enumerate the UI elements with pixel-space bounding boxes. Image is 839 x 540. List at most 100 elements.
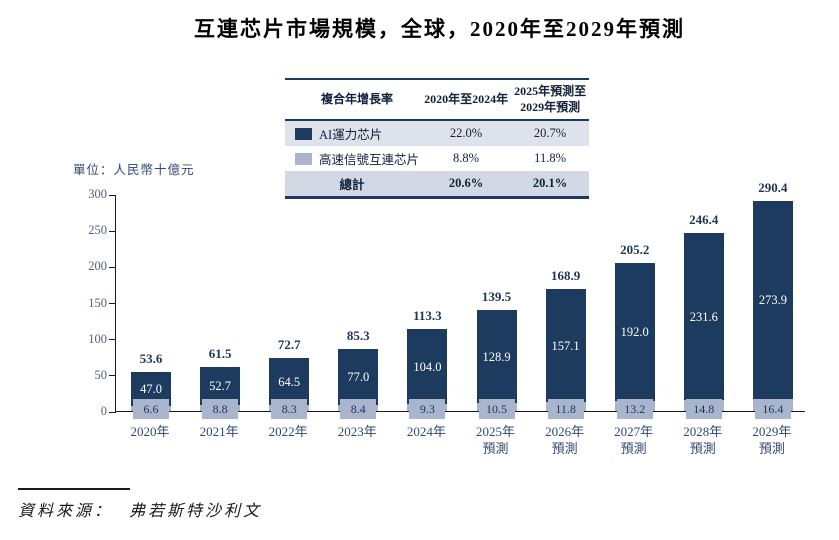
bar-ai-value-label: 104.0 [413, 359, 442, 374]
x-axis-category-label: 2020年 [116, 423, 184, 440]
x-axis-category-forecast: 預測 [689, 441, 716, 456]
bar-segment-ai-chip [683, 232, 724, 401]
x-axis-category-year: 2020年 [130, 424, 170, 439]
y-axis-tick-label: 50 [94, 367, 108, 382]
source-prefix: 資料來源： [18, 503, 114, 520]
cagr-header-2025-2029-line2: 2029年預測 [520, 99, 581, 114]
cagr-table: 複合年增長率 2020年至2024年 2025年預測至 2029年預測 AI運力… [285, 78, 589, 200]
bar-signal-value-label: 8.4 [340, 399, 377, 419]
bar-ai-value-label: 47.0 [140, 382, 162, 397]
y-axis-tick-label: 250 [88, 223, 107, 238]
chart-title: 互連芯片市場規模，全球，2020年至2029年預測 [194, 17, 685, 41]
legend-swatch-icon [295, 128, 312, 141]
legend-swatch-icon [295, 153, 312, 166]
x-axis-category-forecast: 預測 [620, 441, 647, 456]
bar-total-label: 85.3 [346, 328, 370, 344]
bar-segment-ai-chip [614, 262, 655, 402]
bar-signal-value-label: 8.3 [271, 399, 308, 419]
cagr-header-2025-2029-line1: 2025年預測至 [514, 84, 587, 98]
cagr-value-2020-2024: 8.8% [453, 151, 480, 166]
cagr-table-body: AI運力芯片 22.0% 20.7% 高速信號互連芯片 8.8% 11.8% [285, 120, 589, 172]
y-axis-tick-mark [109, 194, 116, 196]
bar-segment-ai-chip [752, 201, 793, 400]
x-axis-category-label: 2022年 [254, 423, 322, 440]
x-axis-category-forecast: 預測 [758, 441, 785, 456]
bar-ai-value-label: 77.0 [347, 370, 370, 385]
bar-total-label: 205.2 [620, 241, 650, 257]
y-axis-tick-mark [109, 230, 116, 232]
bar-total-label: 61.5 [208, 345, 232, 361]
cagr-total-label: 總計 [339, 178, 365, 193]
bar-total-label: 53.6 [139, 351, 163, 367]
cagr-value-2020-2024: 22.0% [449, 126, 483, 141]
bar-total-label: 168.9 [550, 267, 581, 283]
bar-total-label: 290.4 [758, 180, 788, 196]
source-name: 弗若斯特沙利文 [129, 503, 263, 520]
cagr-value-2025-2029: 20.7% [533, 126, 567, 141]
bar-signal-value-label: 14.8 [685, 399, 722, 419]
cagr-table-header: 複合年增長率 2020年至2024年 2025年預測至 2029年預測 [285, 79, 589, 122]
bar-total-label: 246.4 [689, 211, 719, 227]
cagr-header-2025-2029: 2025年預測至 2029年預測 [511, 79, 589, 122]
x-axis-category-year: 2026年 [545, 424, 585, 439]
bar-signal-value-label: 6.6 [133, 399, 169, 419]
cagr-table-row: 高速信號互連芯片 8.8% 11.8% [285, 146, 589, 172]
bar-ai-value-label: 192.0 [620, 325, 649, 340]
bar-ai-value-label: 273.9 [758, 293, 787, 308]
y-axis-tick-mark [109, 303, 116, 304]
cagr-table-row: AI運力芯片 22.0% 20.7% [285, 120, 589, 147]
cagr-total-2025-2029: 20.1% [532, 176, 568, 191]
bar-segment-ai-chip [200, 366, 241, 405]
x-axis-category-year: 2024年 [406, 424, 446, 439]
x-axis-category-year: 2023年 [337, 424, 377, 439]
x-axis-category-year: 2022年 [268, 424, 308, 439]
bar-segment-ai-chip [545, 288, 586, 403]
source-line: 資料來源： 弗若斯特沙利文 [18, 497, 262, 521]
x-axis-category-year: 2027年 [614, 424, 654, 439]
y-axis-tick-mark [109, 411, 116, 413]
y-axis-unit-label: 單位：人民幣十億元 [73, 163, 195, 177]
x-axis-category-label: 2029年 預測 [738, 423, 806, 457]
x-axis-category-year: 2028年 [683, 424, 723, 439]
bar-segment-ai-chip [476, 310, 517, 404]
x-axis-category-forecast: 預測 [551, 441, 578, 456]
x-axis-category-label: 2025年 預測 [462, 423, 530, 457]
cagr-row-label-cell: AI運力芯片 [285, 120, 421, 146]
x-axis-category-label: 2027年預測 [600, 423, 668, 457]
bar-signal-value-label: 11.8 [547, 399, 584, 419]
cagr-header-metric: 複合年增長率 [285, 79, 421, 122]
x-axis-category-label: 2028年預測 [669, 423, 737, 457]
x-axis-category-year: 2025年 [475, 424, 515, 439]
y-axis-tick-mark [109, 266, 116, 268]
bar-signal-value-label: 13.2 [616, 399, 653, 419]
cagr-value-2025-2029: 11.8% [534, 151, 566, 166]
bar-signal-value-label: 8.8 [202, 399, 239, 419]
bar-ai-value-label: 231.6 [689, 309, 718, 324]
bar-total-label: 113.3 [413, 308, 442, 324]
y-axis-tick-label: 200 [88, 259, 107, 274]
bar-segment-ai-chip [269, 358, 310, 405]
x-axis-category-label: 2024年 [392, 423, 460, 440]
y-axis-tick-label: 0 [100, 404, 107, 418]
x-axis-category-year: 2021年 [199, 424, 239, 439]
bar-total-label: 139.5 [481, 289, 512, 305]
y-axis-tick-label: 300 [88, 187, 107, 201]
source-divider [18, 488, 130, 490]
y-axis-tick-label: 100 [88, 331, 107, 346]
bar-segment-ai-chip [407, 329, 448, 405]
x-axis-category-label: 2023年 [323, 423, 391, 440]
bar-segment-ai-chip [338, 349, 379, 405]
bar-ai-value-label: 157.1 [551, 338, 580, 353]
bar-signal-value-label: 9.3 [409, 399, 446, 419]
cagr-row-label: AI運力芯片 [319, 128, 383, 143]
bar-total-label: 72.7 [277, 337, 301, 353]
x-axis-category-label: 2021年 [185, 423, 253, 440]
y-axis-tick-mark [109, 375, 116, 377]
cagr-row-label: 高速信號互連芯片 [319, 153, 420, 168]
bar-signal-value-label: 10.5 [478, 399, 515, 419]
y-axis-tick-label: 150 [88, 295, 107, 310]
cagr-total-2020-2024: 20.6% [448, 176, 484, 191]
cagr-header-2020-2024: 2020年至2024年 [421, 79, 512, 122]
